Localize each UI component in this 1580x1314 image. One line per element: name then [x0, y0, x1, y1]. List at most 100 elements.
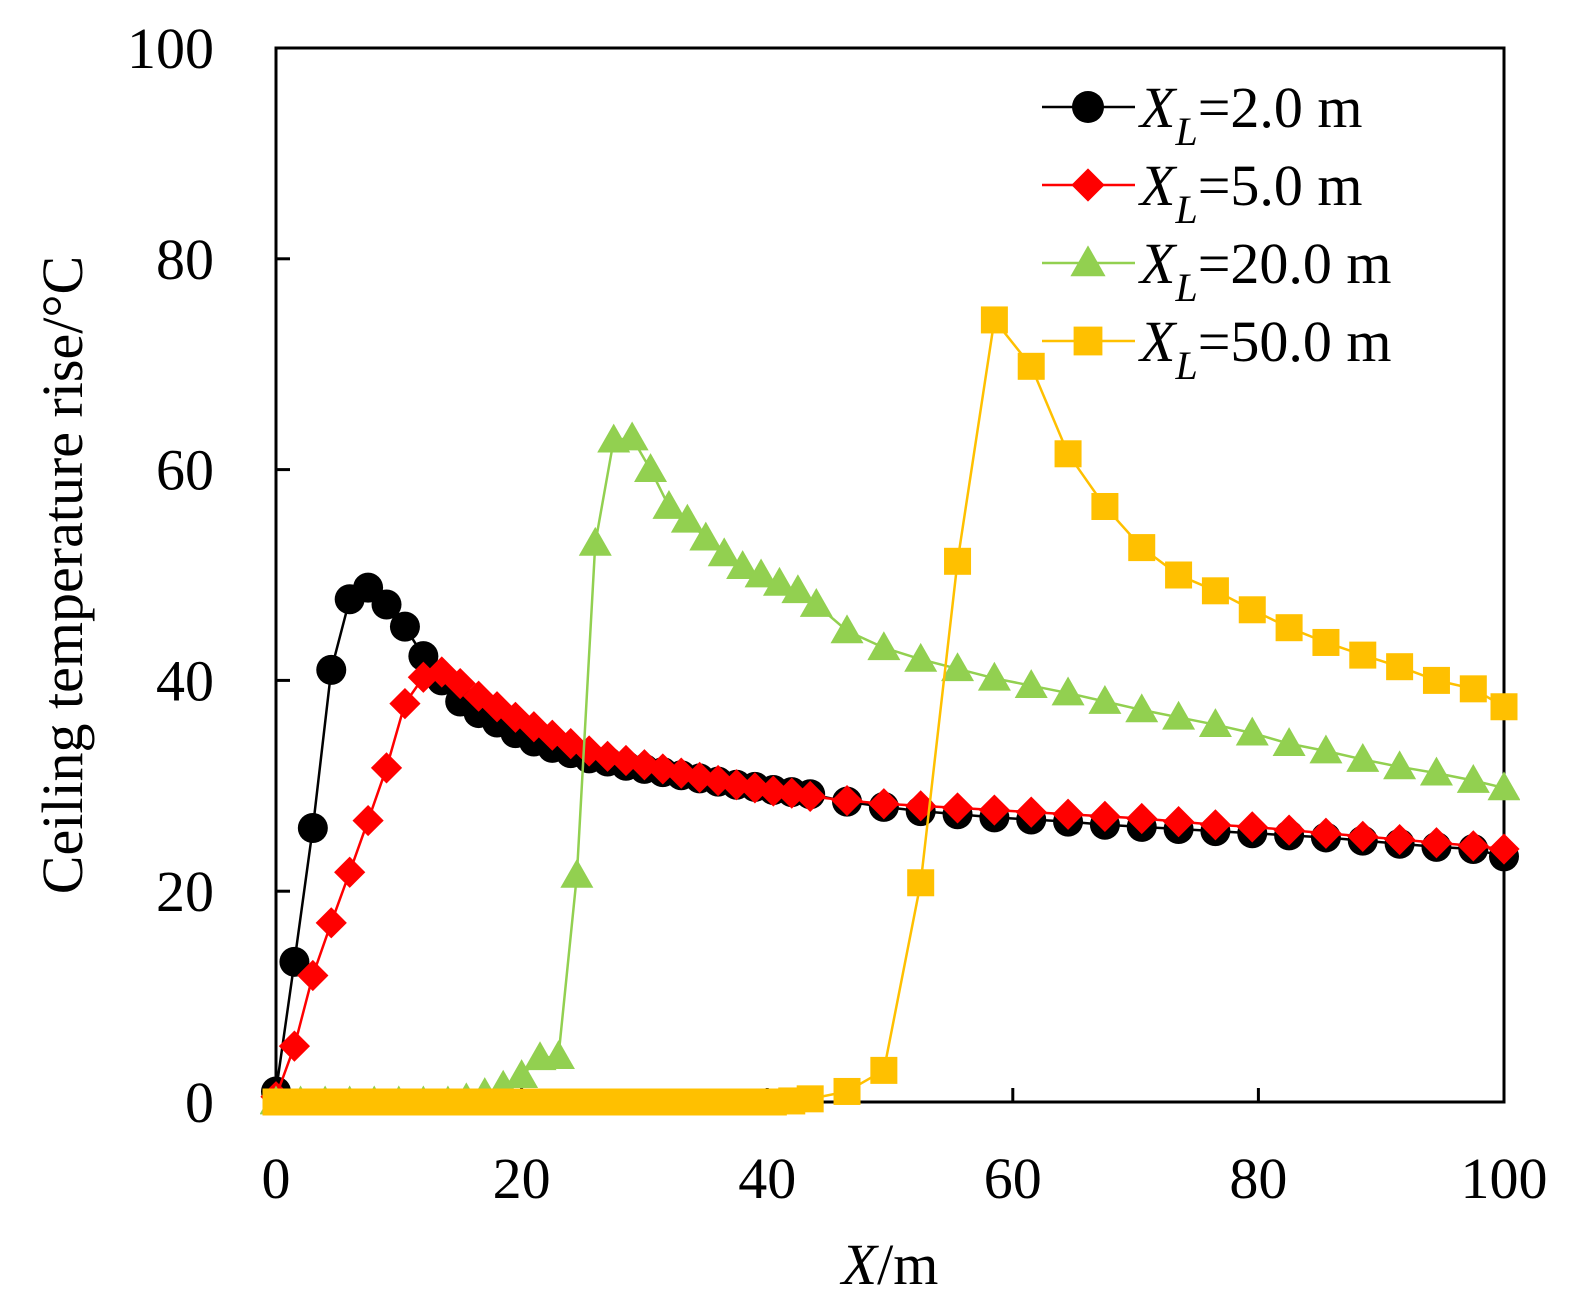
y-tick-label: 20	[156, 859, 214, 924]
legend-label: XL=50.0 m	[1138, 309, 1392, 388]
data-point	[1384, 823, 1416, 856]
data-point	[615, 421, 649, 451]
data-point	[831, 784, 863, 817]
data-point	[870, 1056, 898, 1084]
data-point	[904, 642, 938, 672]
data-point	[781, 574, 815, 604]
legend-marker	[1071, 168, 1105, 202]
data-point	[1198, 708, 1232, 738]
legend-marker	[1072, 91, 1104, 123]
data-point	[315, 907, 347, 939]
legend: XL=2.0 mXL=5.0 mXL=20.0 mXL=50.0 m	[1042, 75, 1392, 388]
data-point	[796, 1085, 824, 1113]
data-point	[867, 631, 901, 661]
legend-entry-3: XL=20.0 m	[1042, 231, 1392, 310]
data-point	[505, 1059, 539, 1089]
data-point	[370, 752, 403, 784]
legend-label: XL=2.0 m	[1138, 75, 1363, 154]
series-2	[260, 656, 1520, 1113]
data-point	[978, 794, 1010, 826]
data-point	[1235, 716, 1269, 746]
data-point	[389, 611, 420, 642]
data-point	[1346, 742, 1380, 772]
data-point	[1420, 827, 1453, 859]
data-point	[1457, 830, 1489, 862]
series-3	[260, 421, 1520, 1115]
y-tick-label: 100	[127, 16, 214, 81]
x-tick-labels: 0 20 40 60 80 100	[262, 1146, 1548, 1211]
data-point	[1386, 653, 1414, 681]
data-point	[1126, 802, 1158, 835]
x-tick-label: 0	[262, 1146, 291, 1211]
data-point	[670, 503, 704, 533]
data-point	[1422, 666, 1450, 694]
series-4	[262, 306, 1518, 1116]
y-tick-label: 80	[156, 227, 214, 292]
data-point	[647, 753, 679, 785]
data-point	[578, 526, 612, 556]
data-point	[1310, 817, 1342, 849]
data-point	[278, 1030, 311, 1062]
data-point	[762, 566, 796, 596]
data-point	[1162, 806, 1195, 838]
data-point	[1015, 796, 1047, 828]
data-point	[628, 749, 660, 781]
data-point	[944, 547, 972, 575]
x-axis-label-var: X	[840, 1232, 880, 1297]
data-point	[757, 775, 789, 807]
data-point	[720, 769, 753, 801]
data-point	[941, 792, 974, 824]
series-layer	[260, 306, 1520, 1116]
data-point	[334, 856, 366, 888]
data-point	[1165, 561, 1193, 589]
legend-marker	[1070, 245, 1106, 277]
x-tick-label: 80	[1229, 1146, 1287, 1211]
data-point	[371, 589, 402, 620]
data-point	[1459, 675, 1487, 703]
data-point	[560, 858, 594, 888]
series-line	[276, 436, 1505, 1104]
legend-entry-4: XL=50.0 m	[1042, 309, 1392, 388]
data-point	[389, 687, 421, 720]
data-point	[1089, 800, 1121, 832]
data-point	[352, 804, 384, 837]
x-tick-label: 20	[493, 1146, 551, 1211]
data-point	[1236, 811, 1268, 843]
data-point	[297, 959, 329, 992]
legend-entry-2: XL=5.0 m	[1042, 153, 1363, 232]
data-point	[1125, 693, 1159, 723]
y-tick-labels: 0 20 40 60 80 100	[127, 16, 214, 1135]
legend-entry-1: XL=2.0 m	[1042, 75, 1363, 154]
data-point	[652, 489, 686, 519]
data-point	[977, 661, 1011, 691]
data-point	[1273, 814, 1305, 846]
plot-area	[274, 46, 1506, 1104]
y-tick-label: 40	[156, 648, 214, 713]
data-point	[739, 772, 771, 804]
x-axis-label: X/m	[840, 1232, 939, 1297]
data-point	[665, 757, 697, 789]
data-point	[1488, 833, 1520, 865]
x-axis-label-unit: /m	[877, 1232, 938, 1297]
data-point	[1052, 798, 1084, 830]
data-point	[1312, 628, 1340, 656]
data-point	[1347, 820, 1379, 852]
data-point	[407, 661, 439, 693]
data-point	[905, 790, 937, 822]
data-point	[1456, 764, 1490, 793]
data-point	[689, 521, 723, 551]
data-point	[1349, 641, 1377, 669]
data-point	[541, 1040, 575, 1070]
y-tick-label: 0	[185, 1070, 214, 1135]
data-point	[1017, 352, 1045, 380]
data-point	[980, 306, 1008, 334]
data-point	[1014, 669, 1048, 699]
data-point	[1383, 750, 1417, 780]
data-point	[1162, 700, 1196, 730]
data-point	[941, 652, 975, 682]
legend-label: XL=20.0 m	[1138, 231, 1392, 310]
data-point	[1091, 492, 1119, 520]
data-point	[481, 691, 513, 723]
data-point	[499, 701, 532, 733]
